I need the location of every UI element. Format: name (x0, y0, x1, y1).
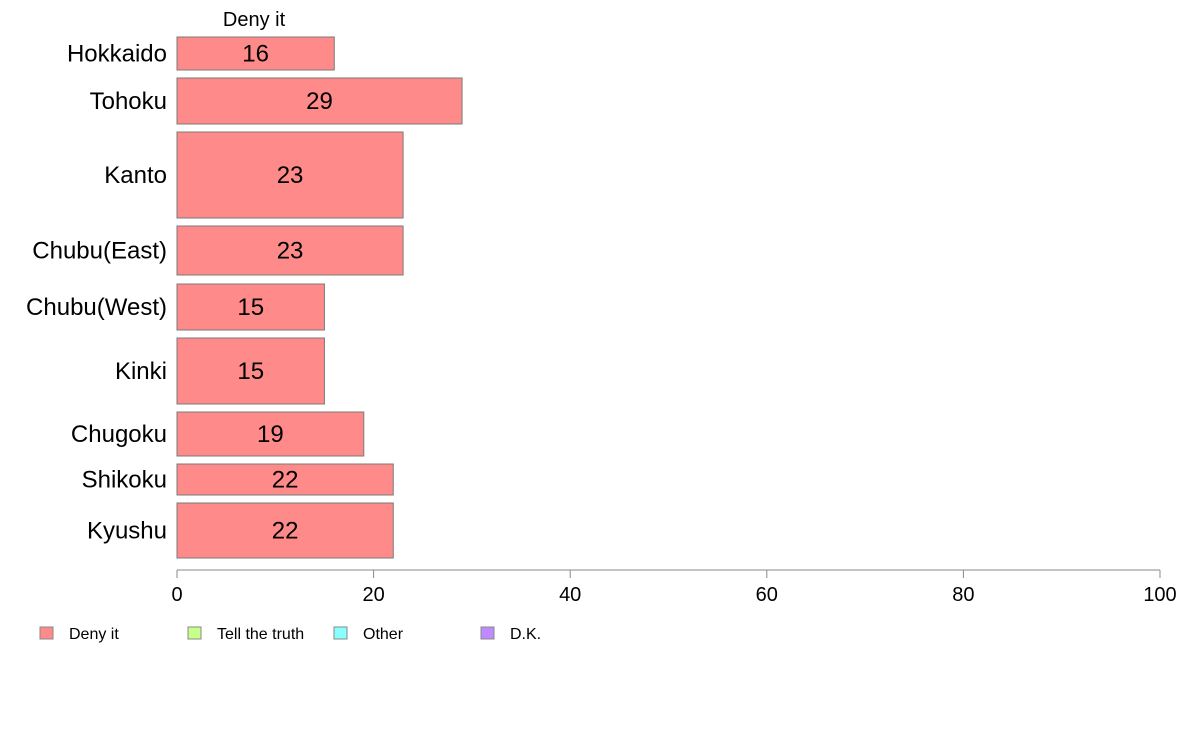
legend-swatch (480, 626, 495, 640)
bar-kanto (176, 131, 404, 219)
bars-group: 16 29 23 23 15 15 19 22 22 (176, 36, 463, 559)
x-axis: 0 20 40 60 80 100 (171, 569, 1177, 606)
category-label: Kyushu (87, 518, 167, 545)
category-label: Hokkaido (67, 41, 167, 68)
legend-label: Other (363, 626, 404, 643)
bar-chubu-east (176, 225, 404, 276)
column-header: Deny it (223, 9, 286, 31)
legend-label: Deny it (69, 626, 119, 643)
bar-value-label: 22 (272, 518, 299, 545)
category-label: Kinki (115, 358, 167, 385)
category-label: Tohoku (90, 88, 167, 115)
bar-value-label: 15 (237, 294, 264, 321)
x-tick-label: 0 (171, 584, 182, 606)
bar-hokkaido (176, 36, 335, 71)
x-tick-label: 80 (952, 584, 974, 606)
bar-kyushu (176, 502, 394, 559)
legend-label: D.K. (510, 626, 541, 643)
category-label: Shikoku (82, 467, 167, 494)
bar-value-label: 23 (277, 238, 304, 265)
legend: Deny it Tell the truth Other D.K. (39, 626, 541, 643)
category-label: Chubu(East) (32, 238, 167, 265)
bar-shikoku (176, 463, 394, 496)
bar-value-label: 29 (306, 88, 333, 115)
category-label: Kanto (104, 162, 167, 189)
bar-value-label: 19 (257, 421, 284, 448)
legend-label: Tell the truth (217, 626, 304, 643)
bar-value-label: 15 (237, 358, 264, 385)
bar-tohoku (176, 77, 463, 125)
legend-swatch (39, 626, 54, 640)
category-labels-group: Hokkaido Tohoku Kanto Chubu(East) Chubu(West… (26, 41, 167, 545)
bar-kinki (176, 337, 325, 405)
category-label: Chugoku (71, 421, 167, 448)
bar-value-label: 22 (272, 467, 299, 494)
legend-swatch (333, 626, 348, 640)
x-tick-label: 60 (756, 584, 778, 606)
legend-swatch (187, 626, 202, 640)
x-tick-label: 100 (1143, 584, 1176, 606)
x-tick-label: 40 (559, 584, 581, 606)
bar-value-label: 16 (242, 41, 269, 68)
category-label: Chubu(West) (26, 294, 167, 321)
bar-chubu-west (176, 283, 325, 331)
x-tick-label: 20 (362, 584, 384, 606)
bar-chugoku (176, 411, 365, 457)
bar-value-label: 23 (277, 162, 304, 189)
